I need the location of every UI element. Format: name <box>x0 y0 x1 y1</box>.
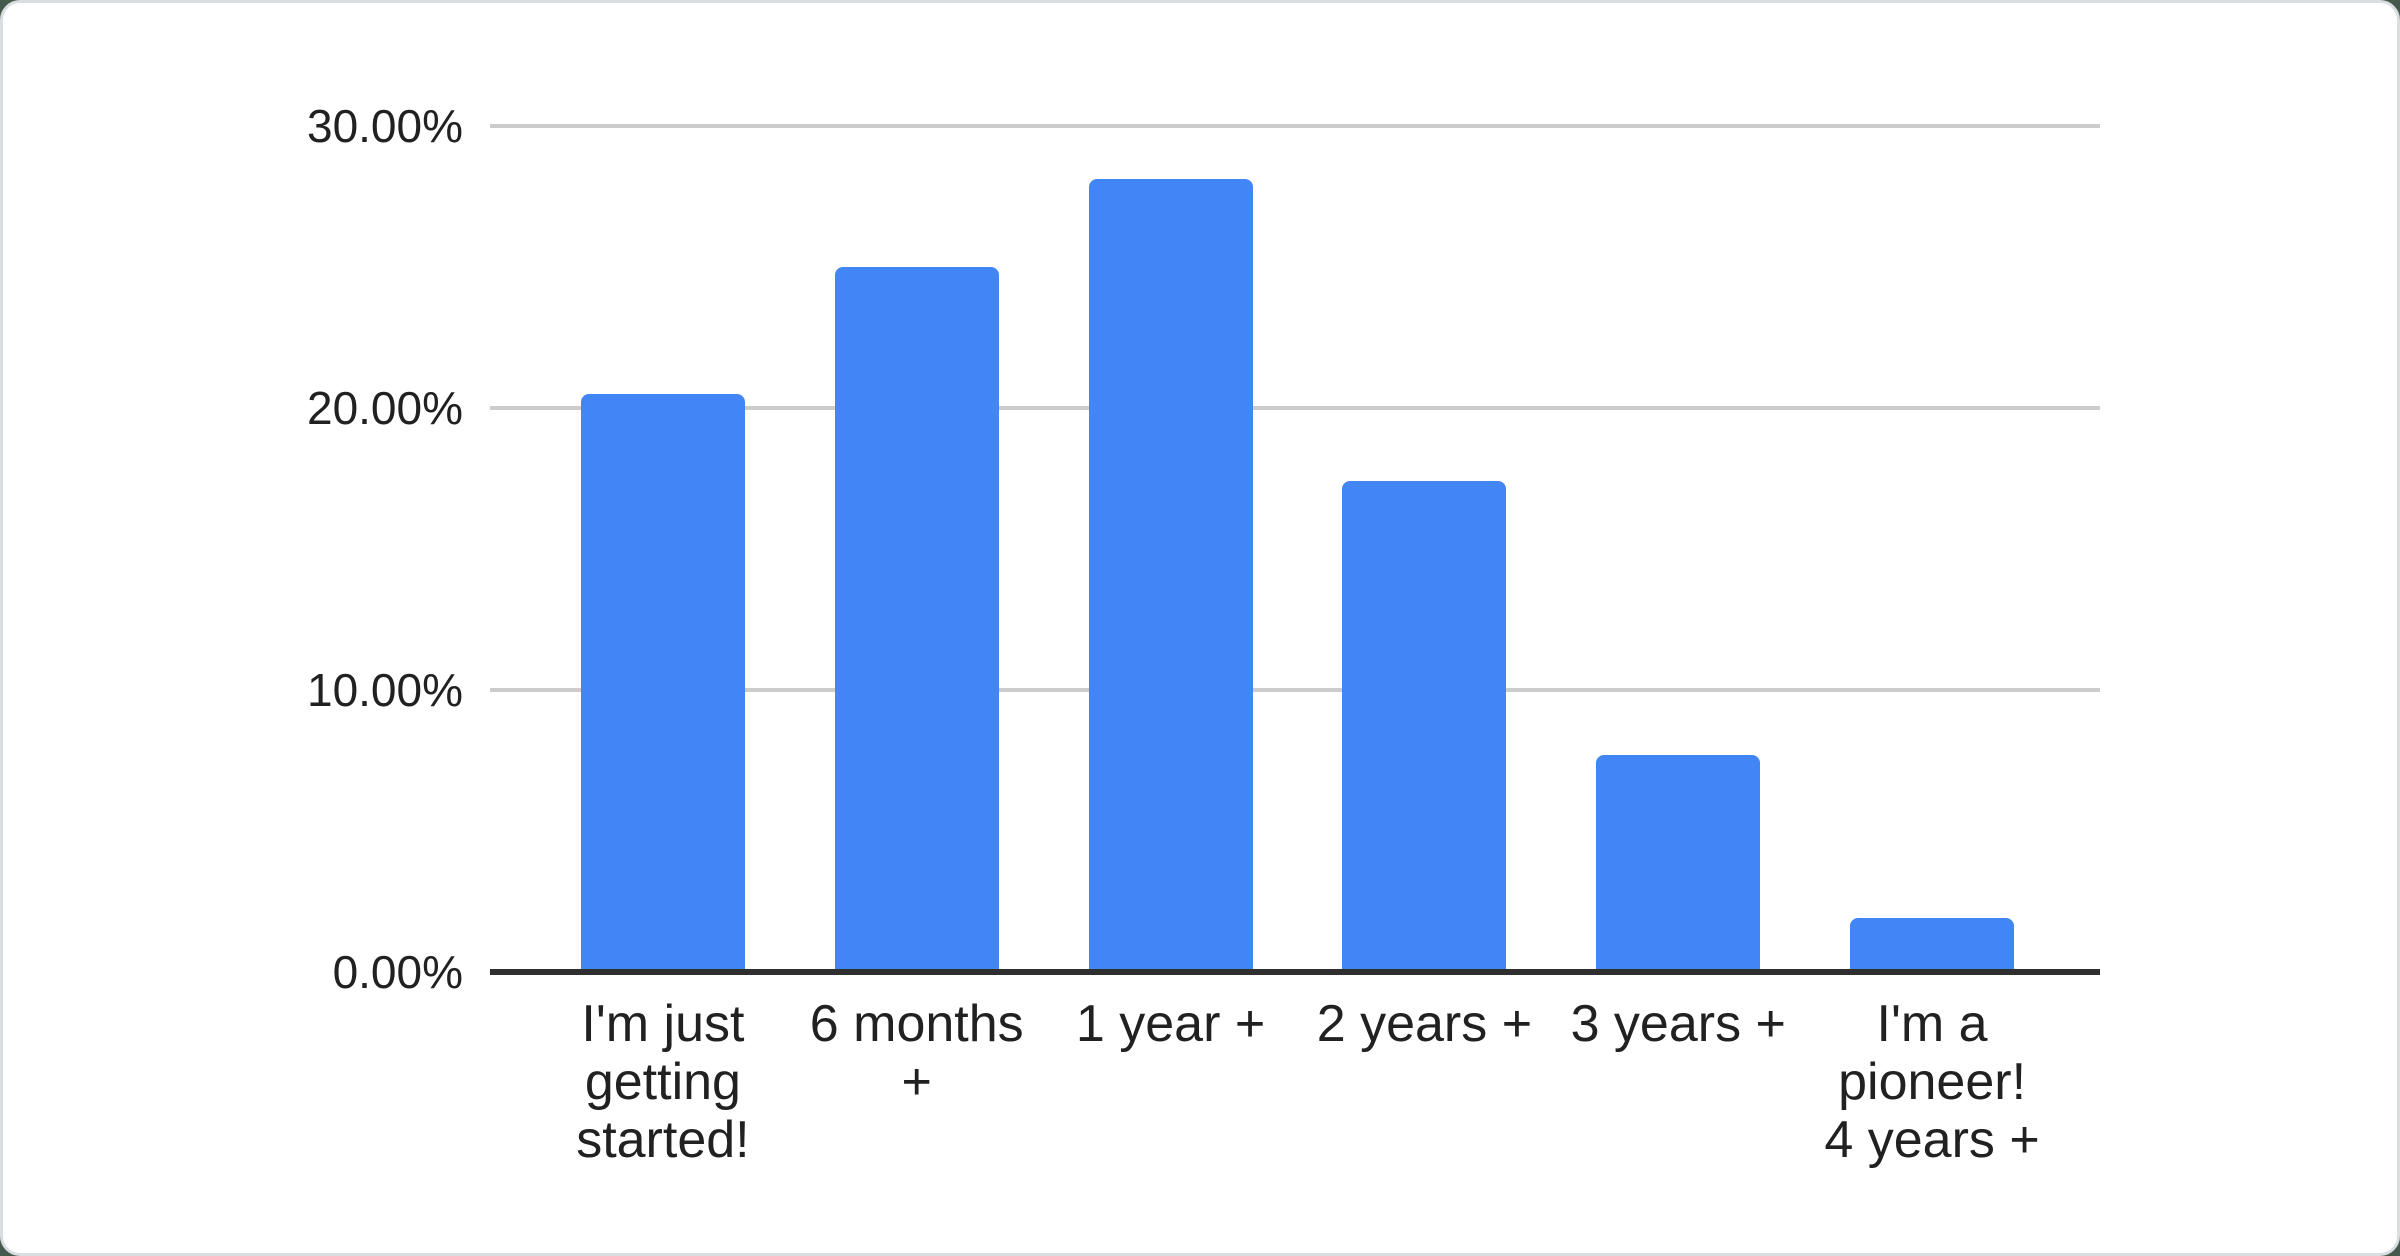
x-axis-line <box>490 969 2100 975</box>
y-axis-tick-label: 30.00% <box>306 100 463 152</box>
y-axis-tick-label: 0.00% <box>332 946 463 998</box>
bar[interactable] <box>1596 754 1761 969</box>
gridline <box>490 688 2100 692</box>
bar[interactable] <box>1342 481 1507 969</box>
bar[interactable] <box>834 266 999 969</box>
x-axis-tick-label: I'm a pioneer! 4 years + <box>1824 995 2040 1169</box>
x-axis-tick-label: I'm just getting started! <box>576 995 750 1169</box>
y-axis-tick-label: 20.00% <box>306 382 463 434</box>
x-axis-tick-label: 1 year + <box>1075 995 1266 1053</box>
x-axis-tick-label: 3 years + <box>1570 995 1786 1053</box>
bar[interactable] <box>1088 179 1253 969</box>
x-axis-tick-label: 2 years + <box>1316 995 1533 1053</box>
bar[interactable] <box>580 393 745 969</box>
y-axis-tick-label: 10.00% <box>306 664 463 716</box>
gridline <box>490 124 2100 128</box>
gridline <box>490 406 2100 410</box>
bar-chart: 0.00% 10.00% 20.00% 30.00% I'm just getting st… <box>3 3 2397 1253</box>
x-axis-tick-label: 6 months + <box>809 995 1024 1111</box>
bar[interactable] <box>1850 918 2015 969</box>
